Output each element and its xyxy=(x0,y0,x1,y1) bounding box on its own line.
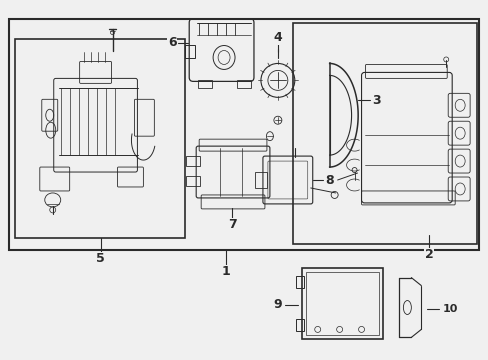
Bar xyxy=(15,39,185,238)
Bar xyxy=(305,272,379,336)
Text: 1: 1 xyxy=(221,265,230,278)
Bar xyxy=(9,19,478,250)
Text: 7: 7 xyxy=(227,218,236,231)
Bar xyxy=(295,276,303,288)
Bar xyxy=(186,156,200,166)
Text: 4: 4 xyxy=(273,31,282,44)
Text: 8: 8 xyxy=(325,174,333,186)
Text: 2: 2 xyxy=(424,248,433,261)
Text: 6: 6 xyxy=(167,36,176,49)
Text: 3: 3 xyxy=(371,94,380,107)
Bar xyxy=(237,80,250,88)
Bar xyxy=(185,45,195,58)
Text: 9: 9 xyxy=(273,298,282,311)
Text: 10: 10 xyxy=(442,305,457,315)
Bar xyxy=(186,176,200,186)
Bar xyxy=(254,172,266,188)
Bar xyxy=(295,319,303,332)
Text: 5: 5 xyxy=(96,252,105,265)
Bar xyxy=(198,80,212,88)
Bar xyxy=(292,23,476,244)
Bar xyxy=(301,268,383,339)
